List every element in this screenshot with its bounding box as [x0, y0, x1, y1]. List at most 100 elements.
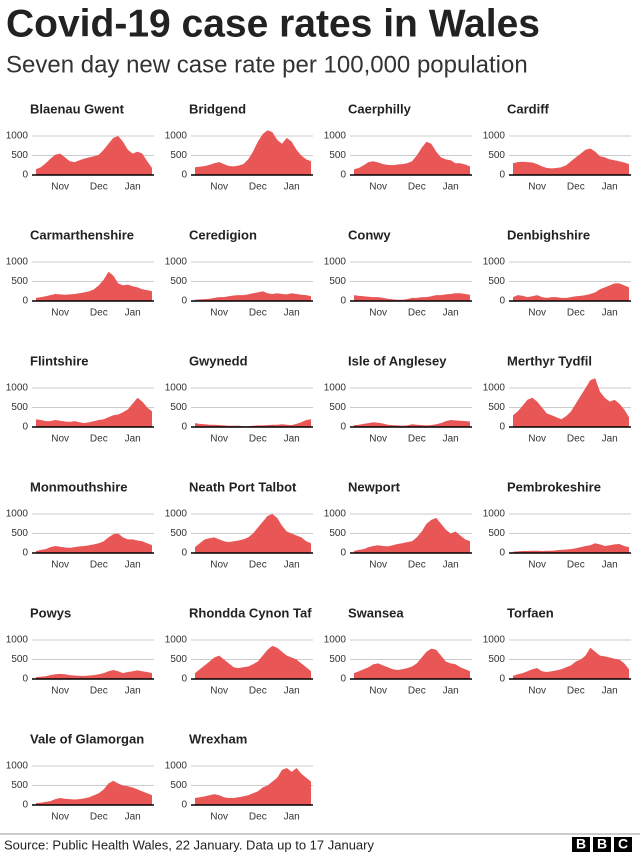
x-tick-label: Nov	[51, 434, 69, 445]
area	[513, 543, 629, 553]
x-tick-label: Nov	[210, 308, 228, 319]
y-tick-label: 0	[340, 548, 346, 559]
x-tick-label: Dec	[567, 434, 585, 445]
y-tick-label: 0	[22, 296, 28, 307]
y-tick-label: 1000	[165, 257, 188, 268]
x-tick-label: Dec	[90, 308, 108, 319]
y-tick-label: 0	[181, 422, 187, 433]
x-tick-label: Nov	[51, 308, 69, 319]
y-tick-label: 500	[170, 780, 187, 791]
x-tick-label: Dec	[408, 686, 426, 697]
chart-title: Covid-19 case rates in Wales	[6, 2, 540, 45]
y-tick-label: 0	[340, 422, 346, 433]
y-tick-label: 500	[329, 654, 346, 665]
chart-subtitle: Seven day new case rate per 100,000 popu…	[6, 51, 528, 78]
x-tick-label: Nov	[369, 686, 387, 697]
y-tick-label: 500	[329, 528, 346, 539]
x-tick-label: Jan	[284, 308, 300, 319]
area	[195, 291, 311, 301]
y-tick-label: 500	[170, 528, 187, 539]
y-tick-label: 1000	[6, 761, 29, 772]
panel-title: Flintshire	[30, 353, 89, 368]
y-tick-label: 500	[11, 402, 28, 413]
x-tick-label: Nov	[528, 560, 546, 571]
logo-block	[593, 837, 611, 852]
x-tick-label: Dec	[90, 560, 108, 571]
panel-title: Swansea	[348, 605, 404, 620]
y-tick-label: 500	[170, 276, 187, 287]
x-tick-label: Jan	[284, 182, 300, 193]
area	[513, 647, 629, 679]
y-tick-label: 0	[499, 674, 505, 685]
x-tick-label: Dec	[90, 182, 108, 193]
y-tick-label: 0	[22, 170, 28, 181]
y-tick-label: 500	[488, 402, 505, 413]
x-tick-label: Dec	[567, 560, 585, 571]
y-tick-label: 0	[181, 674, 187, 685]
y-tick-label: 500	[11, 276, 28, 287]
logo-letter: B	[576, 836, 586, 852]
x-tick-label: Jan	[125, 182, 141, 193]
x-tick-label: Jan	[284, 812, 300, 823]
x-tick-label: Nov	[210, 434, 228, 445]
y-tick-label: 0	[181, 800, 187, 811]
area	[195, 645, 311, 679]
y-tick-label: 0	[22, 422, 28, 433]
area	[36, 271, 152, 301]
y-tick-label: 500	[488, 528, 505, 539]
x-tick-label: Dec	[408, 434, 426, 445]
y-tick-label: 1000	[483, 131, 506, 142]
x-tick-label: Jan	[125, 434, 141, 445]
x-tick-label: Dec	[408, 308, 426, 319]
y-tick-label: 0	[499, 170, 505, 181]
panel-title: Merthyr Tydfil	[507, 353, 592, 368]
y-tick-label: 500	[11, 654, 28, 665]
y-tick-label: 1000	[483, 509, 506, 520]
logo-letter: C	[618, 836, 628, 852]
y-tick-label: 1000	[324, 257, 347, 268]
area	[195, 419, 311, 427]
x-tick-label: Jan	[602, 560, 618, 571]
y-tick-label: 1000	[6, 383, 29, 394]
y-tick-label: 0	[499, 296, 505, 307]
x-tick-label: Nov	[51, 560, 69, 571]
panel-title: Denbighshire	[507, 227, 590, 242]
y-tick-label: 1000	[165, 383, 188, 394]
logo-letter: B	[597, 836, 607, 852]
x-tick-label: Jan	[125, 686, 141, 697]
panel-title: Powys	[30, 605, 71, 620]
y-tick-label: 1000	[6, 131, 29, 142]
panel-title: Pembrokeshire	[507, 479, 601, 494]
y-tick-label: 500	[329, 150, 346, 161]
x-tick-label: Dec	[249, 434, 267, 445]
area	[195, 768, 311, 805]
y-tick-label: 500	[11, 528, 28, 539]
x-tick-label: Nov	[51, 686, 69, 697]
x-tick-label: Nov	[369, 434, 387, 445]
y-tick-label: 1000	[483, 257, 506, 268]
panel-title: Blaenau Gwent	[30, 101, 125, 116]
y-tick-label: 1000	[6, 257, 29, 268]
y-tick-label: 1000	[165, 635, 188, 646]
x-tick-label: Jan	[602, 182, 618, 193]
y-tick-label: 0	[181, 548, 187, 559]
x-tick-label: Jan	[125, 560, 141, 571]
y-tick-label: 1000	[324, 383, 347, 394]
x-tick-label: Jan	[284, 434, 300, 445]
y-tick-label: 500	[11, 150, 28, 161]
y-tick-label: 500	[170, 654, 187, 665]
y-tick-label: 0	[22, 674, 28, 685]
area	[354, 517, 470, 553]
area	[513, 148, 629, 175]
x-tick-label: Jan	[443, 308, 459, 319]
panel-title: Cardiff	[507, 101, 550, 116]
y-tick-label: 0	[340, 674, 346, 685]
y-tick-label: 1000	[324, 509, 347, 520]
x-tick-label: Dec	[90, 434, 108, 445]
x-tick-label: Jan	[443, 434, 459, 445]
x-tick-label: Nov	[210, 182, 228, 193]
x-tick-label: Nov	[51, 182, 69, 193]
x-tick-label: Nov	[210, 812, 228, 823]
panel-title: Rhondda Cynon Taf	[189, 605, 312, 620]
y-tick-label: 500	[329, 276, 346, 287]
